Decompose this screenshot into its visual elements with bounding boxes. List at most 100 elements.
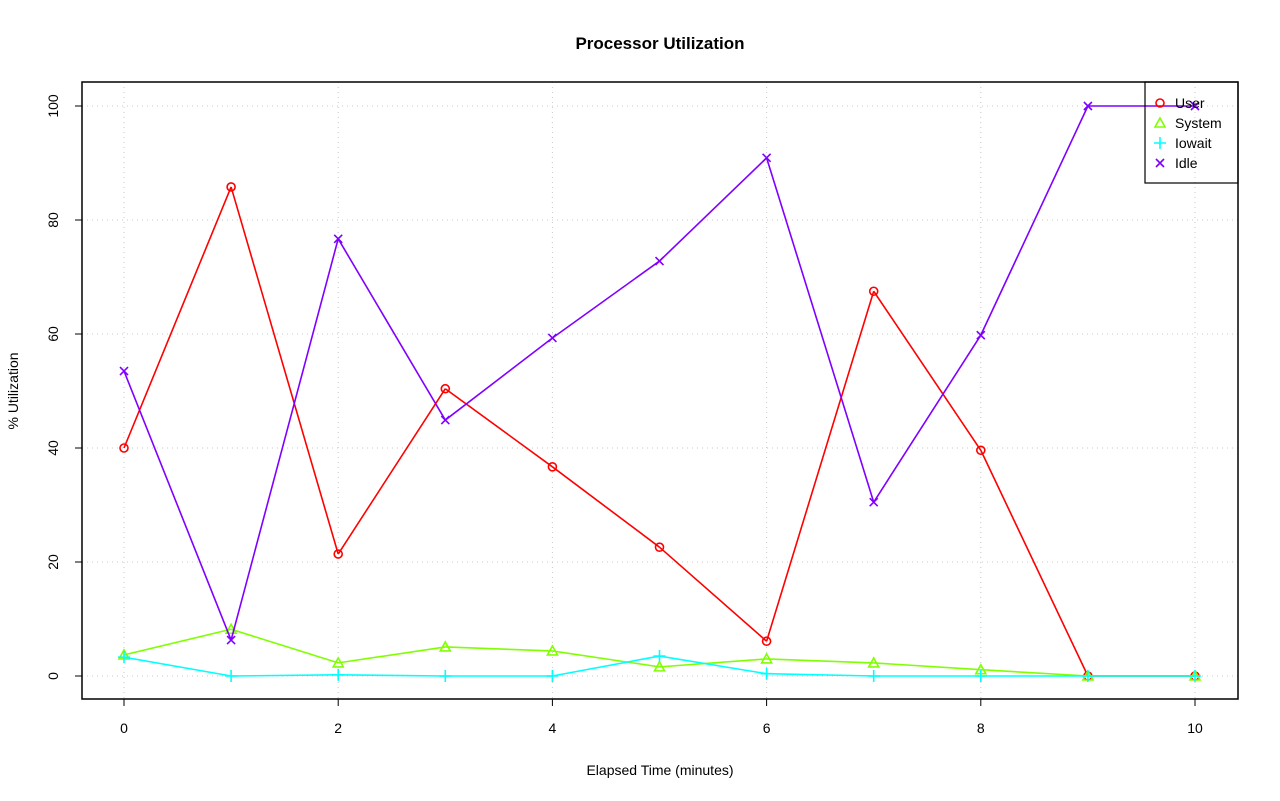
x-tick-label: 0: [120, 720, 128, 736]
series-line-segment: [123, 656, 232, 677]
data-point-circle: [119, 443, 129, 453]
series-line-segment: [980, 668, 1088, 677]
series-line-segment: [873, 662, 981, 671]
series-line-segment: [552, 650, 660, 668]
data-point-plus: [760, 667, 773, 680]
y-tick-label: 20: [45, 554, 61, 570]
data-point-plus: [546, 670, 559, 682]
data-point-cross: [1190, 101, 1200, 111]
legend-label-system: System: [1175, 115, 1222, 131]
data-point-circle: [226, 182, 236, 192]
x-tick-label: 6: [763, 720, 771, 736]
x-tick-label: 2: [334, 720, 342, 736]
series-line-segment: [444, 388, 553, 468]
data-point-circle: [975, 445, 986, 456]
series-line-segment: [444, 337, 553, 421]
data-point-cross: [547, 333, 557, 343]
series-line-segment: [551, 466, 660, 548]
series-line-segment: [123, 628, 232, 656]
data-point-plus: [653, 650, 666, 663]
series-line-segment: [658, 157, 768, 262]
series-line-segment: [123, 186, 232, 449]
y-tick-label: 80: [45, 212, 61, 228]
series-line-segment: [658, 546, 768, 642]
data-point-cross: [762, 153, 772, 163]
legend-marker-system: [1153, 116, 1167, 128]
y-axis-label: % Utilization: [5, 352, 21, 429]
data-point-circle: [868, 286, 879, 297]
data-point-cross: [976, 330, 986, 340]
data-point-cross: [440, 415, 450, 425]
series-line-segment: [338, 674, 446, 677]
series-line-segment: [980, 449, 1089, 677]
legend-label-idle: Idle: [1175, 155, 1198, 171]
y-tick-label: 40: [45, 440, 61, 456]
data-point-plus: [225, 670, 238, 682]
series-line-segment: [659, 658, 767, 668]
series-line-segment: [551, 260, 660, 339]
data-point-circle: [654, 542, 665, 552]
series-line-segment: [980, 105, 1089, 336]
series-line-segment: [766, 658, 874, 664]
data-point-circle: [333, 549, 344, 559]
data-point-triangle: [760, 652, 773, 664]
y-tick-label: 0: [45, 672, 61, 680]
y-tick-label: 60: [45, 326, 61, 342]
data-point-cross: [333, 234, 343, 244]
series-idle: [119, 101, 1200, 645]
data-point-circle: [761, 636, 772, 647]
chart-title: Processor Utilization: [575, 34, 744, 53]
data-point-triangle: [653, 660, 666, 672]
series-line-segment: [765, 157, 875, 503]
data-point-cross: [654, 256, 665, 266]
plot-frame: [81, 81, 1239, 700]
data-point-circle: [440, 383, 451, 394]
legend-marker-idle: [1155, 158, 1165, 168]
data-point-cross: [226, 635, 236, 645]
series-line-segment: [230, 628, 339, 664]
x-tick-label: 10: [1187, 720, 1203, 736]
series-line-segment: [337, 388, 446, 555]
legend-marker-iowait: [1154, 137, 1166, 149]
grid: [82, 82, 1238, 699]
data-point-plus: [1081, 670, 1094, 682]
x-tick-label: 4: [549, 720, 557, 736]
series-line-segment: [873, 290, 982, 451]
data-point-plus: [974, 670, 987, 682]
data-point-plus: [332, 668, 345, 681]
series-line-segment: [337, 238, 446, 421]
series-line-segment: [338, 646, 446, 664]
series-line-segment: [231, 674, 339, 677]
legend-marker-user: [1155, 98, 1165, 108]
data-point-cross: [1083, 101, 1093, 111]
data-point-triangle: [438, 640, 452, 652]
data-point-plus: [867, 670, 880, 682]
x-axis-label: Elapsed Time (minutes): [586, 762, 733, 778]
series-line-segment: [873, 334, 982, 503]
data-point-triangle: [331, 656, 345, 668]
series-line-segment: [659, 655, 767, 675]
series-line-segment: [123, 370, 232, 641]
series-line-segment: [230, 238, 339, 641]
series-line-segment: [765, 291, 875, 642]
legend-label-user: User: [1175, 95, 1205, 111]
data-point-cross: [119, 366, 129, 376]
series-line-segment: [552, 655, 660, 677]
legend-box: [1144, 81, 1239, 184]
series-group: [117, 101, 1202, 682]
data-point-triangle: [546, 644, 559, 656]
data-point-cross: [869, 497, 879, 507]
series-user: [119, 182, 1200, 681]
data-point-plus: [1189, 670, 1201, 682]
data-point-circle: [547, 462, 558, 472]
data-point-plus: [118, 651, 130, 664]
series-iowait: [118, 650, 1201, 682]
series-line-segment: [766, 672, 874, 677]
series-line-segment: [445, 646, 553, 652]
series-line-segment: [230, 186, 339, 555]
data-point-triangle: [867, 656, 881, 668]
legend-label-iowait: Iowait: [1175, 135, 1212, 151]
y-tick-label: 100: [45, 94, 61, 118]
